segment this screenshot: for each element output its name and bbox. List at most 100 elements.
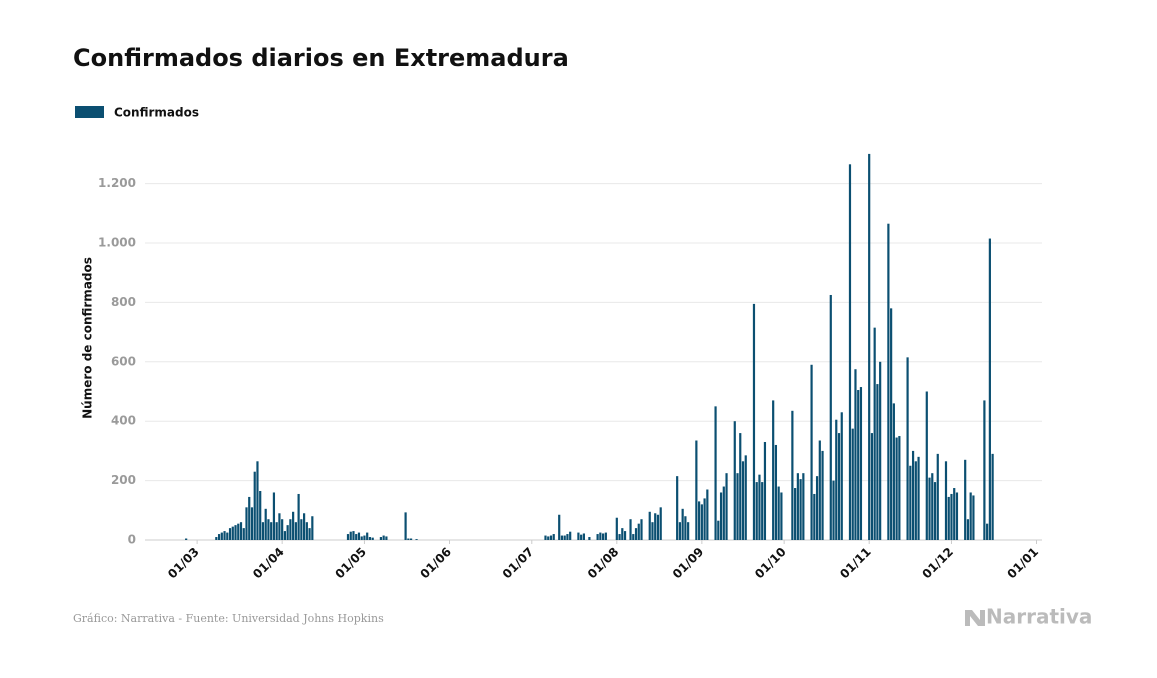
bar: [895, 437, 898, 540]
bar: [777, 486, 780, 540]
bar: [223, 531, 226, 540]
bar: [780, 492, 783, 540]
bar: [226, 532, 229, 540]
y-tick-label: 400: [111, 414, 136, 428]
bar: [914, 461, 917, 540]
bar: [648, 511, 651, 540]
bar: [794, 488, 797, 540]
bar: [678, 522, 682, 540]
bar: [253, 471, 256, 540]
bar: [719, 492, 723, 540]
bar: [379, 537, 383, 540]
bar: [840, 412, 843, 540]
bar: [185, 538, 188, 540]
bar: [256, 461, 259, 540]
bar: [566, 534, 569, 540]
bar: [799, 479, 802, 540]
bar: [368, 537, 372, 540]
bar: [569, 531, 572, 540]
bar: [355, 534, 358, 540]
bar: [409, 538, 413, 540]
y-tick-label: 200: [111, 473, 136, 487]
bar: [352, 531, 355, 540]
bar: [286, 525, 289, 540]
bar: [275, 522, 278, 540]
legend-swatch: [75, 106, 104, 118]
bar: [898, 436, 901, 540]
bar: [248, 496, 251, 540]
bar: [311, 516, 314, 540]
bar: [220, 532, 223, 540]
bar: [936, 453, 939, 540]
bar: [953, 488, 956, 540]
bar: [988, 238, 991, 541]
bar: [281, 519, 284, 540]
bar: [758, 474, 761, 540]
bar: [815, 476, 819, 540]
bar: [972, 495, 975, 540]
bar: [703, 498, 706, 540]
bar: [563, 535, 566, 540]
bar: [382, 535, 385, 540]
bar: [950, 493, 953, 540]
bar: [887, 223, 890, 540]
bar: [911, 450, 915, 540]
bar: [270, 522, 273, 540]
bar: [640, 519, 643, 540]
bar: [829, 294, 832, 540]
bar: [736, 473, 739, 540]
bar: [602, 533, 605, 540]
bar: [560, 535, 564, 540]
bar: [695, 440, 698, 540]
bar: [357, 532, 361, 540]
bar: [944, 461, 948, 540]
y-tick-label: 800: [111, 295, 136, 309]
bar: [868, 153, 871, 540]
bar: [242, 528, 245, 540]
bar: [717, 520, 720, 540]
bar: [621, 528, 624, 540]
bar: [632, 534, 635, 540]
bar: [857, 390, 860, 540]
bar: [851, 428, 854, 540]
bar: [637, 523, 640, 540]
bar: [931, 473, 934, 540]
brand-name: Narrativa: [986, 605, 1092, 629]
bar: [415, 539, 418, 540]
bar: [698, 501, 701, 540]
bar: [215, 537, 218, 540]
bar: [752, 303, 756, 540]
bar: [599, 532, 602, 540]
bar: [259, 490, 262, 540]
bar: [654, 513, 657, 540]
bar: [305, 522, 308, 540]
bar: [969, 492, 972, 540]
bar: [832, 480, 835, 540]
bar: [947, 496, 950, 540]
bar: [722, 486, 725, 540]
bar: [835, 419, 838, 540]
bar: [371, 537, 374, 540]
bar: [623, 531, 627, 540]
bar: [604, 532, 607, 540]
bar: [385, 536, 388, 540]
source-note: Gráfico: Narrativa - Fuente: Universidad…: [73, 612, 384, 625]
bar: [741, 461, 745, 540]
bar: [552, 534, 555, 540]
bar: [955, 492, 959, 540]
bar: [964, 459, 967, 540]
bar: [547, 536, 550, 540]
bar: [588, 537, 591, 540]
bar: [821, 450, 824, 540]
bar: [549, 535, 553, 540]
bar: [870, 433, 874, 540]
bar: [651, 522, 654, 540]
y-tick-label: 600: [111, 354, 136, 368]
bar: [725, 473, 728, 540]
bar: [706, 489, 709, 540]
bar: [239, 522, 243, 540]
bar: [303, 513, 306, 540]
bar: [363, 535, 366, 540]
bar: [558, 514, 561, 540]
